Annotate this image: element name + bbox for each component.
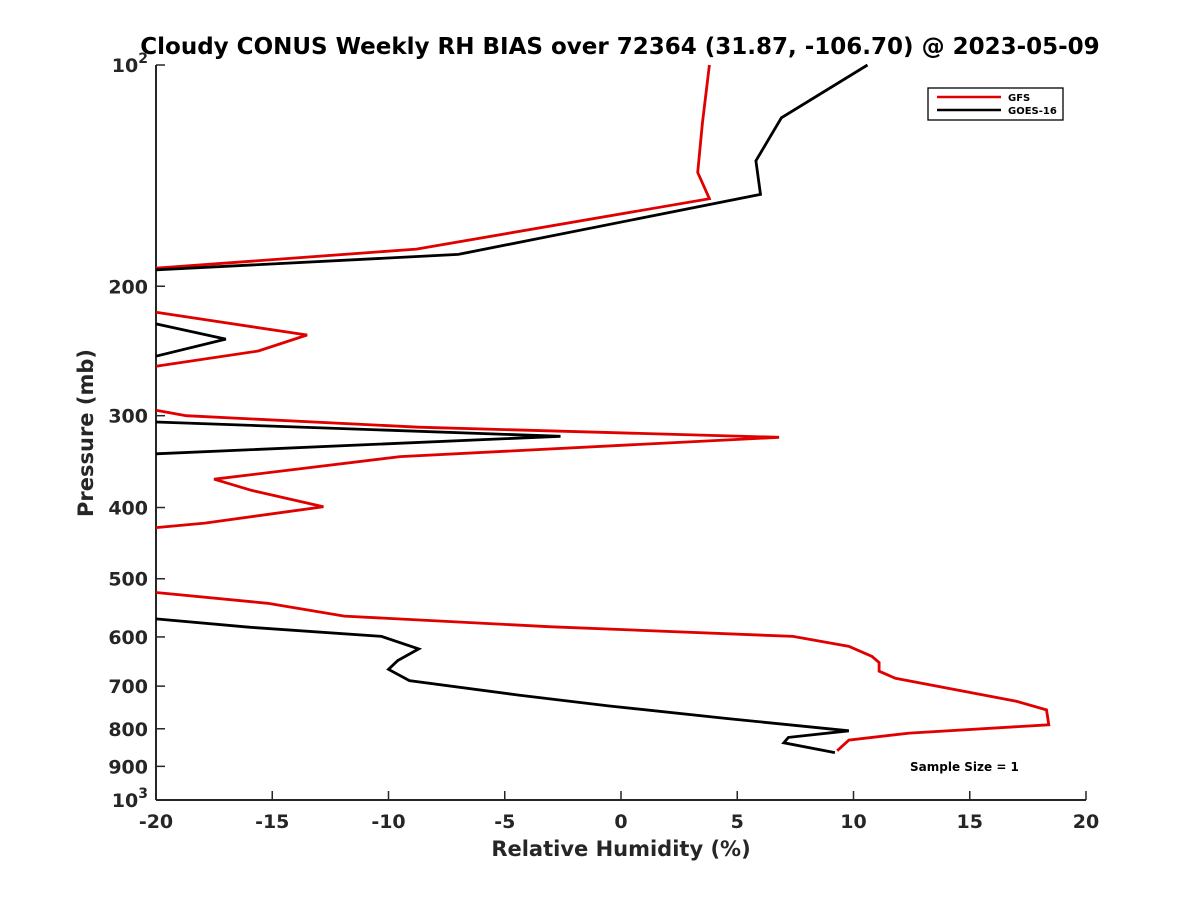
x-tick-label: -10 [371,811,405,833]
x-tick-label: 5 [731,811,744,833]
y-tick-label: 102 [112,51,148,77]
series-line-segment [155,617,850,754]
x-tick-label: 0 [614,811,627,833]
x-tick-label: -20 [139,811,173,833]
sample-size-annotation: Sample Size = 1 [910,760,1019,774]
x-tick-label: 20 [1073,811,1099,833]
x-tick-label: -15 [255,811,289,833]
y-tick-label: 400 [108,498,148,520]
y-tick-label: 103 [112,786,148,812]
y-axis-label: Pressure (mb) [74,349,98,517]
y-tick-label: 600 [108,627,148,649]
legend-label-gfs: GFS [1008,93,1030,104]
series-line-segment [155,420,561,456]
series-line-segment [155,63,869,272]
legend: GFS GOES-16 [927,87,1064,121]
series-line-segment [155,310,308,368]
series-line-segment [155,64,712,270]
x-tick-label: 15 [957,811,983,833]
legend-label-goes16: GOES-16 [1008,106,1057,117]
x-tick-label: 10 [840,811,866,833]
y-ticks: 102 200 300 400 500 600 700 800 900 103 [108,51,165,812]
y-tick-label: 900 [108,756,148,778]
y-tick-label: 800 [108,719,148,741]
series-goes-16 [155,63,869,754]
series-line-segment [155,591,1051,752]
x-tick-label: -5 [494,811,515,833]
series-line-segment [155,322,227,358]
series-layer [155,63,1051,754]
x-ticks: -20 -15 -10 -5 0 5 10 15 20 [139,791,1099,833]
y-tick-label: 700 [108,676,148,698]
x-axis-label: Relative Humidity (%) [491,837,750,861]
series-gfs [155,64,1051,752]
y-tick-label: 300 [108,406,148,428]
y-tick-label: 200 [108,276,148,298]
legend-box [927,87,1064,121]
series-line-segment [155,408,780,529]
chart-title: Cloudy CONUS Weekly RH BIAS over 72364 (… [140,34,1099,60]
y-tick-label: 500 [108,569,148,591]
